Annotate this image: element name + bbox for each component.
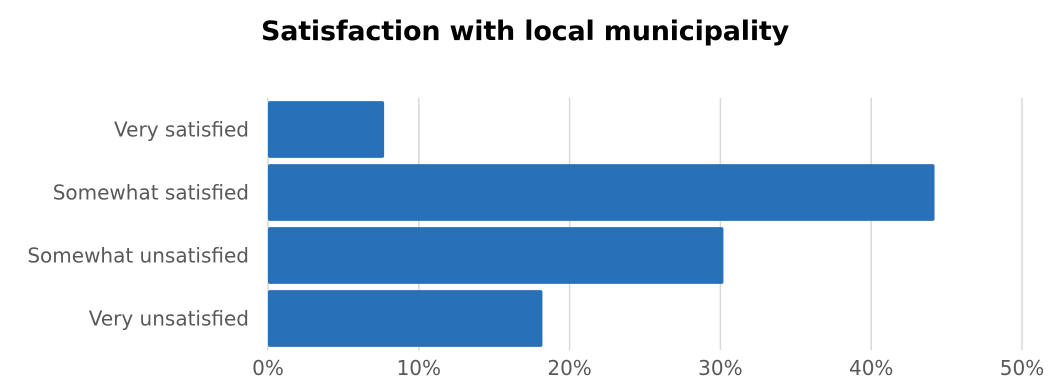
category-labels: Very satisfied Somewhat satisfied Somewhat… — [27, 118, 249, 331]
bar — [268, 290, 543, 347]
x-tick-label: 50% — [1000, 356, 1044, 378]
x-tick-label: 0% — [252, 356, 284, 378]
category-label: Somewhat unsatisfied — [27, 244, 249, 268]
x-axis-ticks: 0% 10% 20% 30% 40% 50% — [252, 356, 1044, 378]
x-tick-label: 10% — [397, 356, 441, 378]
x-tick-label: 20% — [547, 356, 591, 378]
x-tick-label: 40% — [849, 356, 893, 378]
x-tick-label: 30% — [698, 356, 742, 378]
category-label: Somewhat satisfied — [53, 181, 249, 205]
bars — [268, 101, 935, 347]
chart-title: Satisfaction with local municipality — [260, 16, 790, 47]
category-label: Very satisfied — [114, 118, 249, 142]
bar — [268, 101, 385, 158]
category-label: Very unsatisfied — [89, 307, 249, 331]
bar — [268, 227, 724, 284]
bar — [268, 164, 935, 221]
